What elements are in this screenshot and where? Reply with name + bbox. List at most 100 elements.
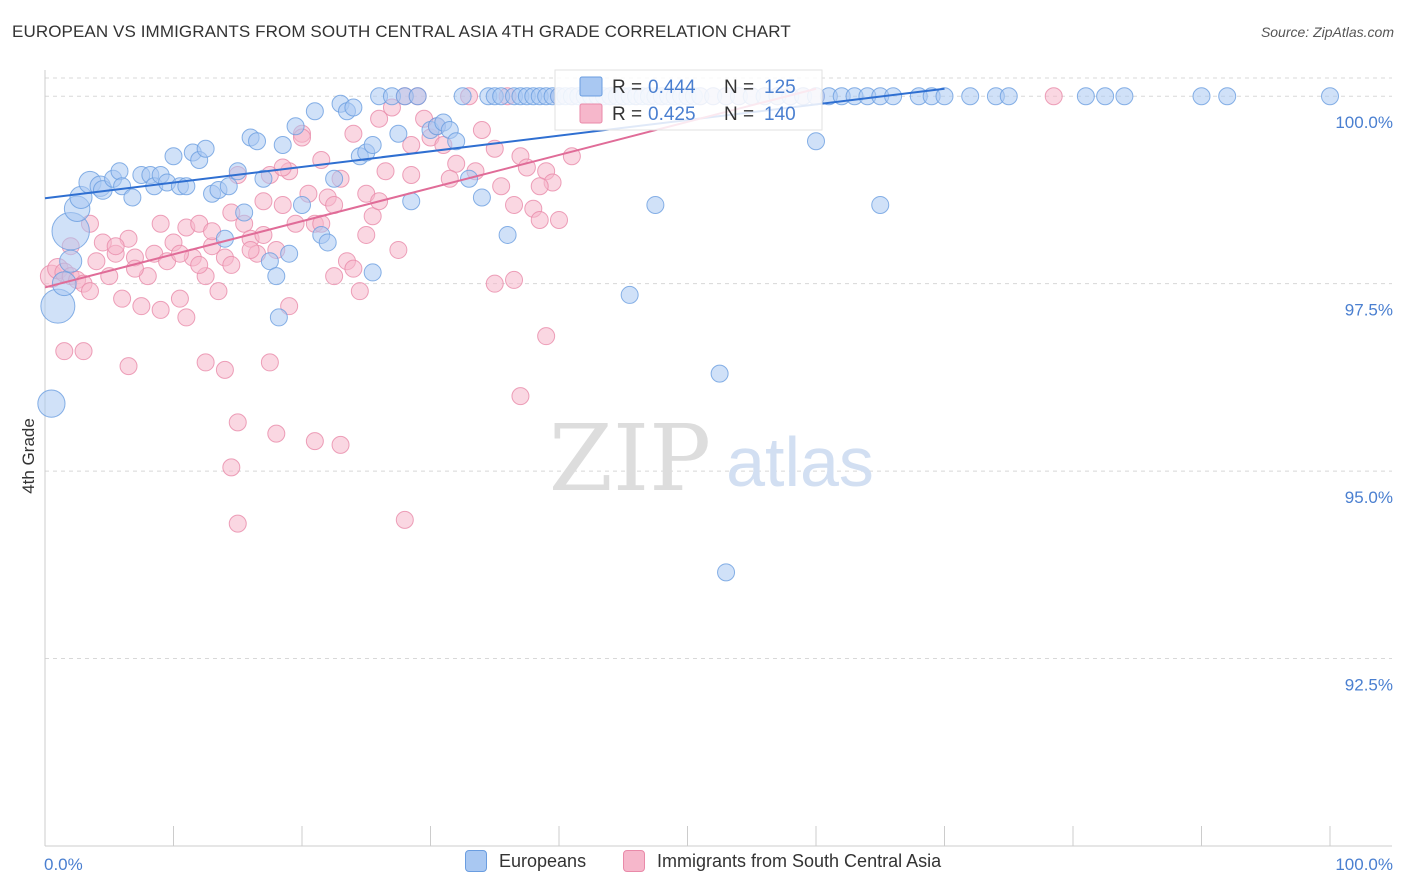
stats-n-value: 125 [764, 77, 796, 98]
point-immigrants [222, 255, 241, 274]
point-europeans [1115, 87, 1134, 106]
point-europeans [273, 135, 292, 154]
point-immigrants [273, 195, 292, 214]
point-immigrants [273, 158, 292, 177]
x-tick-label: 100.0% [1335, 855, 1393, 874]
point-europeans [363, 263, 382, 282]
point-europeans [717, 563, 736, 582]
stats-r-label: R = [612, 77, 642, 98]
point-immigrants [1044, 87, 1063, 106]
point-europeans [363, 135, 382, 154]
point-europeans [219, 177, 238, 196]
point-europeans [344, 98, 363, 117]
point-europeans [123, 188, 142, 207]
stats-r-label: R = [612, 104, 642, 125]
point-europeans [935, 87, 954, 106]
point-immigrants [228, 413, 247, 432]
point-europeans [1218, 87, 1237, 106]
point-europeans [110, 162, 129, 181]
legend-label-europeans: Europeans [499, 850, 587, 871]
point-immigrants [447, 154, 466, 173]
point-immigrants [196, 353, 215, 372]
point-immigrants [550, 210, 568, 229]
point-immigrants [344, 259, 363, 278]
point-immigrants [331, 435, 350, 454]
y-tick-label: 97.5% [1345, 301, 1393, 320]
y-tick-label: 95.0% [1345, 488, 1393, 507]
point-immigrants [344, 124, 363, 143]
series-legend: Europeans Immigrants from South Central … [0, 850, 1406, 880]
point-immigrants [537, 327, 556, 346]
legend-swatch-immigrants [623, 850, 645, 872]
point-europeans [286, 117, 305, 136]
point-europeans [293, 195, 311, 214]
point-immigrants [280, 297, 299, 316]
stats-n-label: N = [724, 104, 754, 125]
stats-swatch-immigrants [579, 103, 603, 124]
point-europeans [113, 177, 132, 196]
watermark-atlas: atlas [726, 423, 874, 501]
point-immigrants [55, 342, 74, 361]
point-immigrants [511, 387, 530, 406]
point-immigrants [119, 357, 138, 376]
point-europeans [51, 271, 77, 297]
point-europeans [228, 162, 247, 181]
point-europeans [871, 195, 890, 214]
point-immigrants [241, 240, 260, 259]
point-europeans [1096, 87, 1115, 106]
point-immigrants [370, 109, 389, 128]
point-europeans [260, 252, 279, 271]
point-europeans [37, 389, 66, 418]
stats-n-value: 140 [764, 104, 796, 125]
legend-item-europeans[interactable]: Europeans [465, 850, 586, 872]
legend-item-immigrants[interactable]: Immigrants from South Central Asia [623, 850, 941, 872]
point-immigrants [215, 360, 234, 379]
point-europeans [710, 364, 729, 383]
point-europeans [305, 102, 324, 121]
point-europeans [59, 249, 83, 273]
point-immigrants [485, 274, 504, 293]
point-immigrants [305, 432, 324, 451]
point-immigrants [402, 165, 421, 184]
point-europeans [254, 169, 273, 188]
legend-swatch-europeans [465, 850, 487, 872]
point-immigrants [325, 267, 344, 286]
point-immigrants [170, 289, 189, 308]
point-immigrants [517, 158, 536, 177]
point-immigrants [80, 282, 99, 301]
point-europeans [1076, 87, 1095, 106]
point-europeans [164, 147, 183, 166]
point-immigrants [209, 282, 228, 301]
point-immigrants [357, 225, 376, 244]
watermark: ZIP atlas [549, 405, 874, 512]
point-immigrants [376, 162, 395, 181]
point-europeans [472, 188, 491, 207]
point-immigrants [530, 210, 549, 229]
point-immigrants [106, 237, 125, 256]
point-immigrants [113, 289, 132, 308]
source-label: Source: ZipAtlas.com [1260, 24, 1394, 40]
point-immigrants [151, 300, 170, 319]
point-europeans [961, 87, 980, 106]
point-europeans [280, 244, 299, 263]
stats-swatch-europeans [579, 76, 603, 97]
point-immigrants [267, 424, 286, 443]
point-europeans [196, 139, 215, 158]
point-immigrants [472, 120, 491, 139]
chart-title: EUROPEAN VS IMMIGRANTS FROM SOUTH CENTRA… [12, 22, 791, 41]
y-axis-label: 4th Grade [19, 418, 38, 494]
point-europeans [498, 225, 517, 244]
point-europeans [999, 87, 1018, 106]
point-europeans [1321, 87, 1339, 106]
legend-label-immigrants: Immigrants from South Central Asia [657, 850, 942, 871]
stats-n-label: N = [724, 77, 754, 98]
point-immigrants [222, 458, 241, 477]
point-europeans [269, 308, 288, 327]
point-immigrants [530, 177, 549, 196]
point-immigrants [505, 195, 524, 214]
stats-r-value: 0.425 [648, 104, 696, 125]
point-immigrants [228, 514, 247, 533]
point-europeans [453, 87, 472, 106]
point-europeans [620, 285, 639, 304]
